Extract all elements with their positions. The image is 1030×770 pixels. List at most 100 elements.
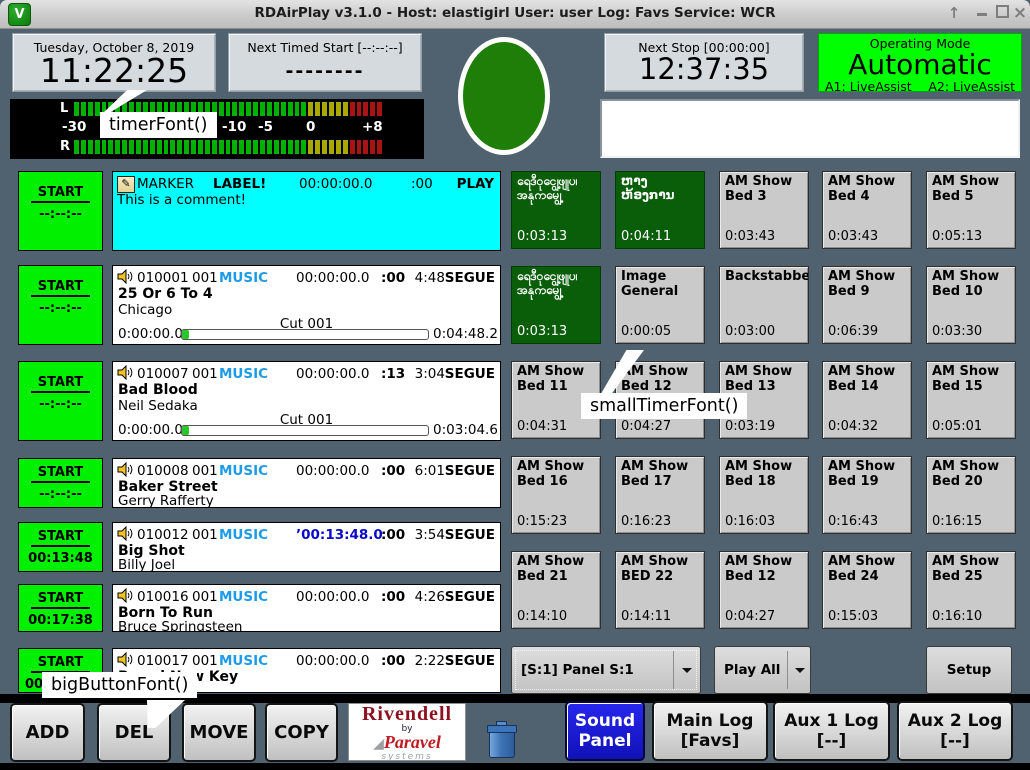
start-label: START — [37, 591, 84, 606]
minimize-icon[interactable] — [972, 3, 992, 24]
log-entry[interactable]: 010001 001 MUSIC 00:00:00.0:00 4:48 SEGUE 25 O… — [112, 265, 501, 345]
sound-panel-button-timer: 0:05:13 — [932, 229, 983, 245]
progress-bar — [181, 329, 429, 340]
sound-panel-button[interactable]: AM Show Bed 9 0:06:39 — [822, 266, 912, 344]
speaker-icon — [117, 461, 134, 481]
sound-panel-button[interactable]: AM Show Bed 25 0:16:10 — [926, 551, 1016, 629]
cart-type: MUSIC — [219, 463, 269, 479]
sound-panel-button-timer: 0:16:43 — [828, 514, 879, 530]
log-entry[interactable]: 010016 001 MUSIC 00:00:00.0:00 4:26 SEGUE Born… — [112, 584, 501, 632]
add-button[interactable]: ADD — [10, 703, 85, 762]
sound-panel-button-timer: 0:04:11 — [621, 229, 672, 245]
label-message-box — [600, 99, 1020, 158]
log-start-button[interactable]: START 00:13:48 — [18, 522, 103, 572]
button-label-line: [Favs] — [680, 731, 740, 751]
sound-panel-button-timer: 0:15:03 — [828, 609, 879, 625]
operating-mode-box[interactable]: Operating Mode Automatic A1: LiveAssist … — [818, 33, 1022, 94]
marker-comment: This is a comment! — [117, 192, 247, 208]
log-start-button[interactable]: START --:--:-- — [18, 265, 103, 345]
transition-type: SEGUE — [444, 653, 495, 669]
sound-panel-button[interactable]: ရေဒီဝုငျွေ့ဖျုပ၊ အနုကမျွေ့ 0:03:13 — [511, 171, 601, 249]
sound-panel-button[interactable]: Backstabber 0:03:00 — [719, 266, 809, 344]
sound-panel-button[interactable]: AM Show Bed 19 0:16:43 — [822, 456, 912, 534]
sound-panel-button-label: AM Show Bed 19 — [828, 459, 896, 489]
cut-name: Cut 001 — [279, 412, 334, 428]
meter-right-label: R — [60, 139, 71, 154]
sound-panel-button[interactable]: AM Show Bed 18 0:16:03 — [719, 456, 809, 534]
sound-panel-button-timer: 0:04:27 — [725, 609, 776, 625]
start-time-field: 00:00:00.0 — [296, 270, 370, 286]
sound-panel-button[interactable]: AM Show Bed 14 0:04:32 — [822, 361, 912, 439]
aux-2-log-button[interactable]: Aux 2 Log [--] — [897, 701, 1013, 761]
sound-panel-button[interactable]: AM Show Bed 17 0:16:23 — [615, 456, 705, 534]
setup-button[interactable]: Setup — [926, 646, 1012, 694]
sound-panel-button[interactable]: AM Show Bed 21 0:14:10 — [511, 551, 601, 629]
log-start-button[interactable]: START --:--:-- — [18, 171, 103, 251]
sound-panel-button-timer: 0:04:27 — [621, 419, 672, 435]
log-start-button[interactable]: START --:--:-- — [18, 458, 103, 508]
cart-number: 010012 — [137, 527, 189, 543]
sound-panel-button[interactable]: AM Show Bed 20 0:16:15 — [926, 456, 1016, 534]
log-entry[interactable]: 010012 001 MUSIC ’00:13:48.0:00 3:54 SEGUE Big… — [112, 522, 501, 572]
sound-panel-button-label: AM Show Bed 11 — [517, 364, 585, 394]
log-entry[interactable]: 010008 001 MUSIC 00:00:00.0:00 6:01 SEGUE Bake… — [112, 458, 501, 508]
button-label: DEL — [114, 721, 154, 743]
sound-panel-button-label: ຫາງຫ້ອງການ — [621, 174, 675, 202]
sound-panel-button[interactable]: AM Show Bed 12 0:04:27 — [719, 551, 809, 629]
next-stop-value: 12:37:35 — [638, 52, 770, 86]
sound-panel-button-label: AM Show Bed 10 — [932, 269, 1000, 299]
sound-panel-button[interactable]: AM Show Bed 3 0:03:43 — [719, 171, 809, 249]
sound-panel-button[interactable]: AM Show Bed 10 0:03:30 — [926, 266, 1016, 344]
sound-panel-button-timer: 0:04:31 — [517, 419, 568, 435]
cart-artist: Gerry Rafferty — [118, 493, 214, 508]
marker-name: MARKER — [137, 176, 195, 192]
start-time-field: 00:00:00.0 — [296, 589, 370, 605]
sound-panel-button[interactable]: Image General 0:00:05 — [615, 266, 705, 344]
shade-icon[interactable]: ↑ — [947, 4, 961, 22]
sound-panel-button-label: AM Show Bed 16 — [517, 459, 585, 489]
marker-label: LABEL! — [213, 176, 267, 192]
button-label-line: [--] — [940, 731, 970, 751]
length: 6:01 — [414, 463, 445, 479]
copy-button[interactable]: COPY — [265, 703, 338, 762]
next-stop: Next Stop [00:00:00] 12:37:35 — [604, 33, 804, 92]
sound-panel-button[interactable]: AM Show Bed 13 0:03:19 — [719, 361, 809, 439]
close-icon[interactable]: × — [1012, 3, 1028, 23]
panel-selector-value: [S:1] Panel S:1 — [521, 662, 634, 678]
play-mode-selector[interactable]: Play All — [714, 646, 811, 694]
log-start-button[interactable]: START --:--:-- — [18, 361, 103, 441]
log-entry[interactable]: 010007 001 MUSIC 00:00:00.0:13 3:04 SEGUE Bad … — [112, 361, 501, 441]
clock-date: Tuesday, October 8, 2019 — [33, 40, 195, 55]
sound-panel-button-timer: 0:16:23 — [621, 514, 672, 530]
cart-number: 010017 — [137, 653, 189, 669]
transition-type: SEGUE — [444, 463, 495, 479]
panel-selector[interactable]: [S:1] Panel S:1 — [511, 646, 701, 694]
annotation-timer-font: timerFont() — [100, 112, 217, 138]
sound-panel-button[interactable]: AM Show Bed 16 0:15:23 — [511, 456, 601, 534]
start-time: 00:17:38 — [28, 613, 93, 628]
titlebar[interactable]: V RDAirPlay v3.1.0 - Host: elastigirl Us… — [0, 0, 1030, 29]
audio-meter: L -30 -10 -5 0 +8 R — [10, 99, 424, 159]
sound-panel-button[interactable]: AM Show Bed 24 0:15:03 — [822, 551, 912, 629]
button-label: COPY — [274, 721, 329, 743]
log-start-button[interactable]: START 00:17:38 — [18, 584, 103, 632]
sound-panel-button[interactable]: AM Show BED 22 0:14:11 — [615, 551, 705, 629]
start-label: START — [37, 375, 84, 390]
log-entry-marker[interactable]: ✎ MARKER LABEL! 00:00:00.0:00 PLAY This is a … — [112, 171, 501, 251]
move-button[interactable]: MOVE — [182, 703, 256, 762]
maximize-icon[interactable] — [992, 3, 1012, 24]
sound-panel-button[interactable]: ຫາງຫ້ອງການ 0:04:11 — [615, 171, 705, 249]
sound-panel-button-main[interactable]: Sound Panel — [565, 701, 645, 761]
sound-panel-button-label: ရေဒီဝုငျွေ့ဖျုပ၊ အနုကမျွေ့ — [517, 174, 578, 202]
sound-panel-button[interactable]: ရေဒီဝုငျွေ့ဖျုပ၊ အနုကမျွေ့ 0:03:13 — [511, 266, 601, 344]
trash-icon[interactable] — [487, 721, 517, 759]
sound-panel-button[interactable]: AM Show Bed 4 0:03:43 — [822, 171, 912, 249]
marker-time: 00:00:00.0 — [299, 176, 373, 192]
aux-1-log-button[interactable]: Aux 1 Log [--] — [773, 701, 890, 761]
sound-panel-button[interactable]: AM Show Bed 15 0:05:01 — [926, 361, 1016, 439]
main-log-button[interactable]: Main Log [Favs] — [652, 701, 768, 761]
logo-title: Rivendell — [361, 703, 453, 725]
sound-panel-button-timer: 0:03:00 — [725, 324, 776, 340]
start-label: START — [37, 655, 84, 670]
sound-panel-button[interactable]: AM Show Bed 5 0:05:13 — [926, 171, 1016, 249]
